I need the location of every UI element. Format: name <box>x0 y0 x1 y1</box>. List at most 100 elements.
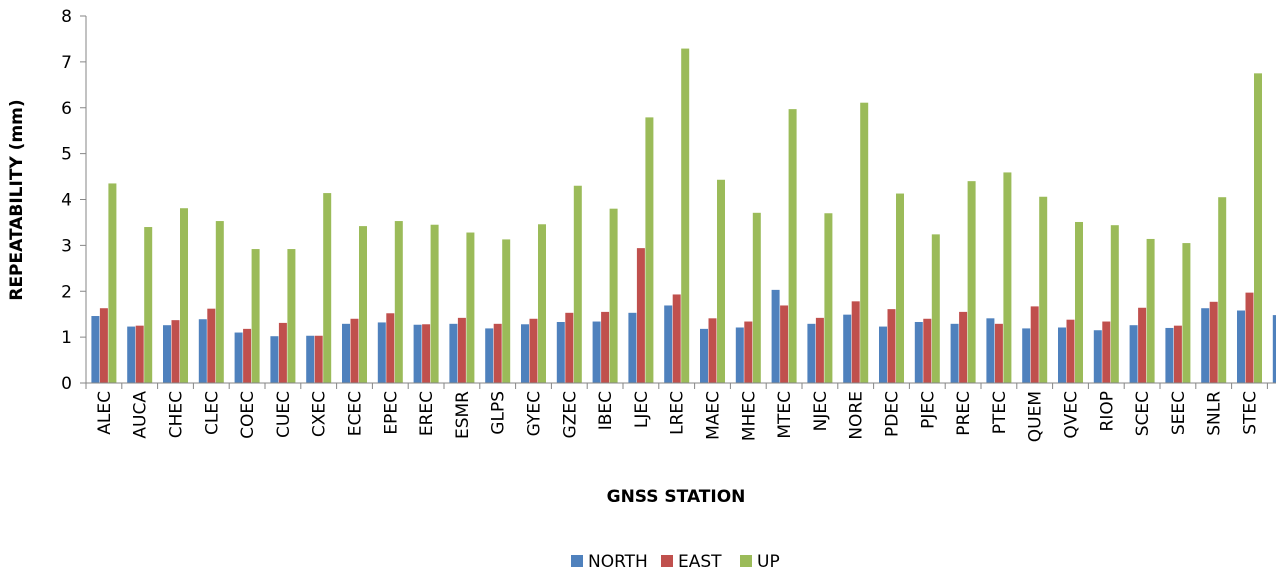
x-tick-label-esmr: ESMR <box>453 391 473 439</box>
y-axis-title: REPEATABILITY (mm) <box>7 99 27 300</box>
x-tick-label-mhec: MHEC <box>739 391 759 441</box>
bar-up-clec <box>215 221 224 383</box>
bar-north-ecec <box>342 323 350 383</box>
legend-swatch-east <box>661 555 673 567</box>
bar-east-snlr <box>1209 301 1218 383</box>
x-tick-label-auca: AUCA <box>131 391 151 439</box>
bar-east-cuec <box>278 322 287 383</box>
bar-up-ptec <box>1003 172 1012 383</box>
x-tick-label-maec: MAEC <box>704 391 724 440</box>
bar-north-scec <box>1129 325 1138 383</box>
bar-north-mtec <box>771 289 780 383</box>
bar-east-stec <box>1245 292 1254 383</box>
bar-up-seec <box>1182 243 1191 383</box>
bar-east-esmr <box>457 317 466 383</box>
bar-north-maec <box>700 328 708 383</box>
bar-up-nore <box>860 102 869 383</box>
bar-east-cxec <box>314 335 323 383</box>
bar-up-scec <box>1146 238 1155 383</box>
x-tick-label-mtec: MTEC <box>775 391 795 439</box>
bar-east-mtec <box>780 305 789 383</box>
bar-up-mhec <box>752 212 761 383</box>
bar-east-pjec <box>923 318 932 383</box>
bar-east-quem <box>1030 306 1039 383</box>
x-tick-label-njec: NJEC <box>811 391 831 431</box>
bar-east-maec <box>708 318 717 383</box>
x-tick-label-glps: GLPS <box>489 391 509 435</box>
bar-north-erec <box>413 324 422 383</box>
bar-east-auca <box>135 325 144 383</box>
bar-north-prec <box>950 323 959 383</box>
legend-label-east: EAST <box>678 552 722 572</box>
x-tick-label-coec: COEC <box>238 391 258 439</box>
bar-up-glps <box>502 239 511 383</box>
x-tick-label-stec: STEC <box>1241 391 1261 435</box>
bar-up-gzec <box>573 185 582 383</box>
bar-north-qvec <box>1058 327 1066 383</box>
x-tick-label-qvec: QVEC <box>1062 391 1082 439</box>
bar-north-mhec <box>735 327 744 383</box>
bar-north-cuec <box>270 336 279 383</box>
bar-up-mtec <box>788 109 797 383</box>
bar-up-lrec <box>681 48 690 383</box>
x-tick-label-clec: CLEC <box>202 391 222 435</box>
y-tick-label: 0 <box>61 374 72 394</box>
bar-up-coec <box>251 249 260 383</box>
bar-up-snlr <box>1218 197 1227 383</box>
y-tick-label: 1 <box>61 328 72 348</box>
bar-north-gyec <box>521 324 529 383</box>
bar-north-snlr <box>1201 308 1210 383</box>
bar-up-pdec <box>896 193 904 383</box>
bar-up-epec <box>394 221 403 383</box>
bar-north-njec <box>807 323 816 383</box>
y-tick-label: 4 <box>61 191 72 211</box>
bar-east-coec <box>243 328 252 383</box>
bar-north-glps <box>485 328 494 383</box>
bar-north-seec <box>1165 327 1174 383</box>
bar-up-njec <box>824 213 833 383</box>
bar-east-qvec <box>1066 319 1075 383</box>
bar-east-seec <box>1173 325 1182 383</box>
bar-north-cxec <box>306 335 315 383</box>
bar-north-alec <box>91 316 100 383</box>
bar-north-ljec <box>628 312 637 383</box>
bar-up-stec <box>1254 73 1262 383</box>
bar-east-ibec <box>601 311 610 383</box>
bar-north-stec <box>1237 310 1245 383</box>
bar-up-alec <box>108 183 117 383</box>
x-tick-label-chec: CHEC <box>167 391 187 438</box>
bar-north-tnec <box>1272 315 1276 383</box>
bar-up-pjec <box>931 234 940 383</box>
bar-east-chec <box>171 320 180 383</box>
x-tick-label-ljec: LJEC <box>632 391 652 428</box>
axes-layer: 0 1 2 3 4 5 6 7 8 ALEC AUCA CHEC CLEC COEC CUEC CXEC ECE… <box>61 7 1276 442</box>
bar-east-gzec <box>565 312 574 383</box>
bar-north-gzec <box>556 321 565 383</box>
bar-up-quem <box>1039 196 1048 383</box>
bar-up-chec <box>180 208 188 383</box>
y-tick-label: 3 <box>61 236 72 256</box>
bar-up-cxec <box>323 193 332 383</box>
x-tick-label-riop: RIOP <box>1097 391 1117 431</box>
y-tick-label: 8 <box>61 7 72 27</box>
bar-north-pdec <box>879 326 887 383</box>
bar-up-gyec <box>538 224 546 383</box>
bar-up-ibec <box>609 208 618 383</box>
bar-east-ljec <box>636 248 645 383</box>
x-tick-label-snlr: SNLR <box>1205 391 1225 436</box>
bar-east-njec <box>815 317 824 383</box>
bar-east-lrec <box>672 294 681 383</box>
x-tick-label-quem: QUEM <box>1026 391 1046 442</box>
x-tick-label-nore: NORE <box>847 391 867 440</box>
x-tick-label-prec: PREC <box>954 391 974 436</box>
bar-east-ecec <box>350 318 359 383</box>
bar-up-prec <box>967 181 976 383</box>
bar-east-nore <box>851 301 860 383</box>
bar-east-glps <box>493 323 502 383</box>
x-tick-label-alec: ALEC <box>95 391 115 435</box>
bar-north-esmr <box>449 323 458 383</box>
y-tick-label: 5 <box>61 145 72 165</box>
x-tick-label-ecec: ECEC <box>346 391 366 436</box>
bar-up-cuec <box>287 249 296 383</box>
